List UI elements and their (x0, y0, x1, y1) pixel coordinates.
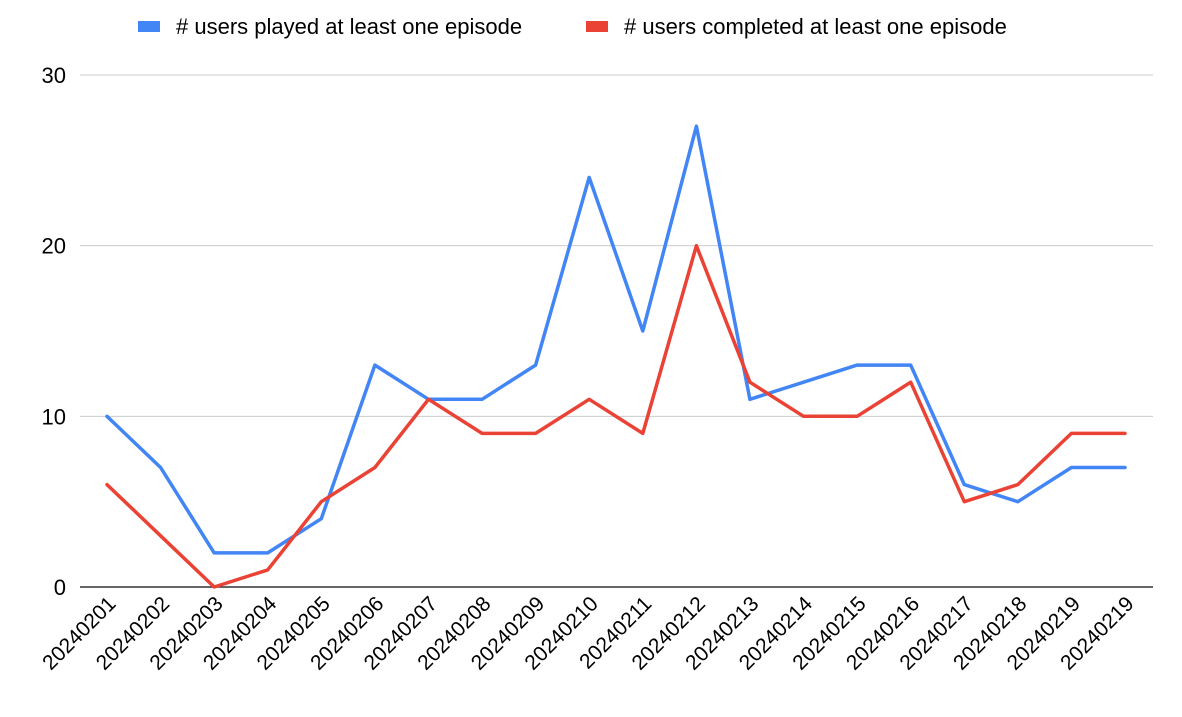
legend-label: # users completed at least one episode (624, 14, 1007, 39)
series-line-completed (105, 243, 1127, 589)
y-tick-label: 20 (42, 234, 66, 259)
series-line-played (105, 124, 1127, 555)
gridlines (80, 74, 1153, 588)
y-tick-label: 30 (42, 63, 66, 88)
y-tick-label: 0 (54, 575, 66, 600)
legend: # users played at least one episode # use… (138, 14, 1007, 39)
x-axis: 2024020120240202202402032024020420240205… (38, 592, 1138, 675)
legend-label: # users played at least one episode (176, 14, 522, 39)
y-axis: 0 10 20 30 (42, 63, 66, 600)
legend-swatch (586, 21, 608, 32)
y-tick-label: 10 (42, 404, 66, 429)
series-lines (105, 124, 1127, 589)
legend-swatch (138, 21, 160, 32)
